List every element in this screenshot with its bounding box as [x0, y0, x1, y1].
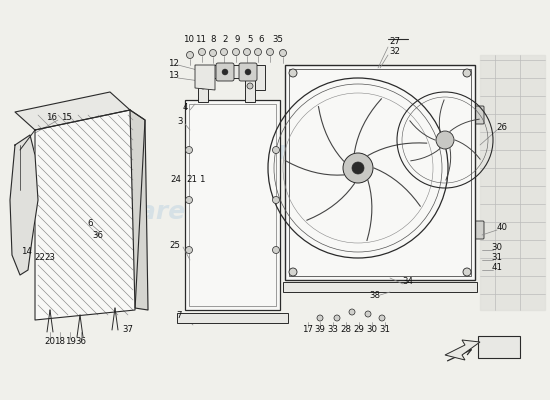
Text: 29: 29: [354, 326, 365, 334]
Text: 19: 19: [64, 338, 75, 346]
Text: 20: 20: [45, 338, 56, 346]
Text: 16: 16: [47, 112, 58, 122]
Bar: [289, 69, 471, 276]
Circle shape: [463, 69, 471, 77]
Text: 26: 26: [497, 122, 508, 132]
Polygon shape: [195, 65, 215, 90]
Circle shape: [185, 196, 192, 204]
Circle shape: [200, 83, 206, 89]
Circle shape: [272, 196, 279, 204]
Bar: [285, 65, 475, 280]
Circle shape: [349, 309, 355, 315]
Circle shape: [436, 131, 454, 149]
Text: 15: 15: [62, 112, 73, 122]
Circle shape: [185, 246, 192, 254]
Text: 25: 25: [169, 240, 180, 250]
Circle shape: [343, 153, 373, 183]
Text: 39: 39: [315, 326, 326, 334]
Circle shape: [365, 311, 371, 317]
Text: 21: 21: [186, 176, 197, 184]
Text: 28: 28: [340, 326, 351, 334]
Circle shape: [334, 315, 340, 321]
Circle shape: [199, 48, 206, 56]
Text: 4: 4: [183, 104, 188, 112]
Polygon shape: [445, 340, 480, 360]
Text: 22: 22: [35, 254, 46, 262]
Circle shape: [255, 48, 261, 56]
Bar: [177, 313, 288, 323]
Bar: [185, 100, 280, 310]
Text: 37: 37: [123, 326, 134, 334]
Text: 14: 14: [21, 248, 32, 256]
Text: 7: 7: [177, 310, 182, 320]
Text: 10: 10: [184, 36, 195, 44]
Text: 36: 36: [92, 230, 103, 240]
Text: 24: 24: [170, 176, 181, 184]
Text: 18: 18: [54, 338, 65, 346]
Text: 17: 17: [302, 326, 313, 334]
Text: 36: 36: [75, 338, 86, 346]
Text: 33: 33: [327, 326, 338, 334]
Circle shape: [289, 268, 297, 276]
FancyBboxPatch shape: [239, 63, 257, 81]
Circle shape: [279, 50, 287, 56]
Text: 40: 40: [497, 222, 508, 232]
FancyBboxPatch shape: [472, 221, 484, 239]
Text: 9: 9: [234, 36, 240, 44]
Bar: [189, 104, 276, 306]
Circle shape: [289, 69, 297, 77]
Circle shape: [233, 48, 239, 56]
Circle shape: [221, 48, 228, 56]
Text: 27: 27: [389, 38, 400, 46]
Bar: [478, 336, 520, 358]
FancyBboxPatch shape: [472, 106, 484, 124]
Circle shape: [244, 48, 250, 56]
Circle shape: [352, 162, 364, 174]
Circle shape: [272, 146, 279, 154]
Polygon shape: [130, 110, 148, 310]
Text: 6: 6: [87, 218, 93, 228]
FancyBboxPatch shape: [216, 63, 234, 81]
Text: 41: 41: [492, 264, 503, 272]
Text: 30: 30: [366, 326, 377, 334]
Text: 1: 1: [199, 176, 205, 184]
Circle shape: [185, 146, 192, 154]
Polygon shape: [15, 92, 130, 130]
Text: 30: 30: [492, 244, 503, 252]
Text: 38: 38: [370, 290, 381, 300]
Circle shape: [317, 315, 323, 321]
Polygon shape: [210, 65, 265, 90]
Circle shape: [272, 246, 279, 254]
Text: eurospares: eurospares: [251, 140, 409, 164]
Text: 31: 31: [379, 326, 390, 334]
Polygon shape: [10, 135, 38, 275]
Circle shape: [245, 69, 251, 75]
Circle shape: [210, 50, 217, 56]
Text: 5: 5: [248, 36, 253, 44]
Circle shape: [247, 83, 253, 89]
Bar: [198, 78, 208, 102]
Text: 12: 12: [168, 58, 179, 68]
Text: 6: 6: [258, 36, 264, 44]
Circle shape: [186, 52, 194, 58]
Polygon shape: [35, 110, 145, 320]
Text: 8: 8: [210, 36, 216, 44]
Text: 23: 23: [45, 254, 56, 262]
Circle shape: [267, 48, 273, 56]
Text: 32: 32: [389, 48, 400, 56]
Bar: [283, 282, 477, 292]
Text: 31: 31: [492, 254, 503, 262]
Text: 2: 2: [222, 36, 228, 44]
Circle shape: [463, 268, 471, 276]
Polygon shape: [480, 55, 545, 310]
Circle shape: [379, 315, 385, 321]
Circle shape: [222, 69, 228, 75]
Text: 35: 35: [272, 36, 283, 44]
Bar: [245, 78, 255, 102]
Text: 11: 11: [195, 36, 206, 44]
Text: 3: 3: [178, 118, 183, 126]
Text: 34: 34: [403, 278, 414, 286]
Text: eurospares: eurospares: [42, 200, 200, 224]
Text: 13: 13: [168, 72, 179, 80]
